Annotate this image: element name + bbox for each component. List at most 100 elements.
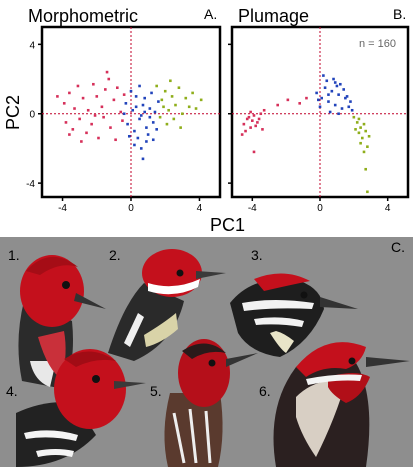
panel-b-title: Plumage	[238, 6, 310, 26]
data-point-series-1	[78, 117, 81, 121]
data-point-series-3	[362, 150, 366, 154]
data-point-series-3	[179, 126, 182, 129]
data-point-series-3	[199, 98, 203, 102]
data-point-series-2	[315, 91, 318, 95]
data-point-series-3	[177, 86, 181, 90]
plot-1: -4 0 4 -4 0 4	[26, 25, 222, 214]
x-tick-label: 4	[197, 203, 203, 214]
data-point-series-1	[252, 150, 256, 154]
data-point-series-2	[330, 89, 334, 93]
data-point-series-3	[174, 103, 177, 107]
bird-number-3: 3.	[251, 247, 263, 263]
data-point-series-1	[104, 88, 107, 91]
data-point-series-1	[85, 131, 88, 135]
data-point-series-1	[102, 115, 105, 119]
data-point-series-1	[122, 93, 126, 96]
data-point-series-2	[153, 110, 157, 114]
data-point-series-1	[97, 136, 100, 140]
panel-a-letter: A.	[204, 6, 218, 22]
data-point-series-2	[157, 100, 160, 103]
bird-number-4: 4.	[6, 383, 18, 399]
data-point-series-2	[131, 108, 135, 112]
data-point-series-3	[163, 89, 167, 93]
data-point-series-2	[139, 114, 143, 117]
data-point-series-2	[139, 147, 143, 150]
data-point-series-1	[114, 138, 117, 142]
data-point-series-1	[100, 105, 104, 109]
bird-photo-1	[18, 255, 106, 389]
data-point-series-2	[340, 107, 344, 110]
data-point-series-1	[261, 128, 264, 131]
y-tick-label: 4	[29, 40, 35, 51]
data-point-series-3	[366, 145, 369, 148]
panel-b-letter: B.	[393, 6, 407, 22]
data-point-series-1	[109, 126, 112, 129]
data-point-series-1	[105, 70, 109, 74]
data-point-series-1	[249, 126, 252, 129]
data-point-series-3	[359, 141, 362, 145]
data-point-series-2	[138, 117, 141, 121]
data-point-series-2	[325, 79, 329, 83]
morphometric-plot: -4 0 4 -4 0 4 -4 0 4	[26, 25, 410, 214]
data-point-series-1	[286, 98, 290, 102]
data-point-series-1	[64, 121, 68, 124]
data-point-series-1	[252, 114, 256, 117]
data-point-series-2	[332, 77, 335, 81]
data-point-series-2	[327, 93, 330, 96]
data-point-series-3	[352, 115, 356, 119]
data-point-series-1	[305, 96, 308, 100]
data-point-series-2	[124, 102, 128, 105]
data-point-series-2	[148, 115, 152, 119]
data-point-series-1	[245, 117, 249, 121]
bird-photo-4	[16, 349, 146, 467]
data-point-series-1	[242, 122, 246, 126]
y-tick-label: -4	[26, 179, 35, 190]
data-point-series-1	[80, 140, 83, 143]
data-point-series-3	[191, 91, 194, 95]
bird-number-1: 1.	[8, 247, 20, 263]
x-tick-label: -4	[248, 203, 257, 214]
data-point-series-2	[148, 107, 152, 110]
data-point-series-1	[119, 110, 123, 114]
data-point-series-1	[257, 117, 261, 121]
x-tick-label: 0	[317, 203, 323, 214]
data-point-series-2	[138, 84, 141, 88]
data-point-series-2	[322, 74, 325, 77]
bird-number-5: 5.	[150, 383, 162, 399]
data-point-series-2	[347, 105, 351, 109]
data-point-series-1	[90, 122, 93, 126]
data-point-series-2	[136, 136, 140, 140]
data-point-series-2	[345, 95, 349, 98]
data-point-series-3	[167, 108, 170, 112]
data-point-series-2	[129, 89, 133, 93]
x-axis-title: PC1	[210, 215, 246, 235]
data-point-series-2	[145, 126, 148, 129]
data-point-series-3	[364, 167, 367, 171]
data-point-series-3	[165, 122, 169, 126]
data-point-series-1	[71, 128, 75, 131]
x-tick-label: -4	[58, 203, 67, 214]
data-point-series-3	[367, 134, 371, 138]
data-point-series-1	[68, 91, 71, 95]
y-tick-label: 0	[29, 110, 35, 121]
data-point-series-2	[133, 129, 136, 133]
data-point-series-3	[354, 128, 357, 131]
data-point-series-1	[259, 112, 263, 116]
data-point-series-3	[362, 122, 366, 126]
data-point-series-2	[333, 103, 337, 107]
bird-photo-6	[273, 342, 410, 467]
data-point-series-2	[146, 133, 150, 136]
data-point-series-1	[262, 108, 266, 112]
data-point-series-1	[76, 84, 80, 88]
data-point-series-3	[187, 105, 191, 109]
data-point-series-1	[116, 86, 119, 90]
data-point-series-2	[344, 96, 347, 100]
data-point-series-2	[327, 100, 330, 103]
data-point-series-2	[143, 110, 146, 114]
data-point-series-2	[133, 143, 136, 147]
data-point-series-3	[181, 112, 184, 116]
data-point-series-2	[318, 105, 322, 109]
data-point-series-2	[335, 84, 339, 88]
data-point-series-1	[56, 95, 59, 98]
